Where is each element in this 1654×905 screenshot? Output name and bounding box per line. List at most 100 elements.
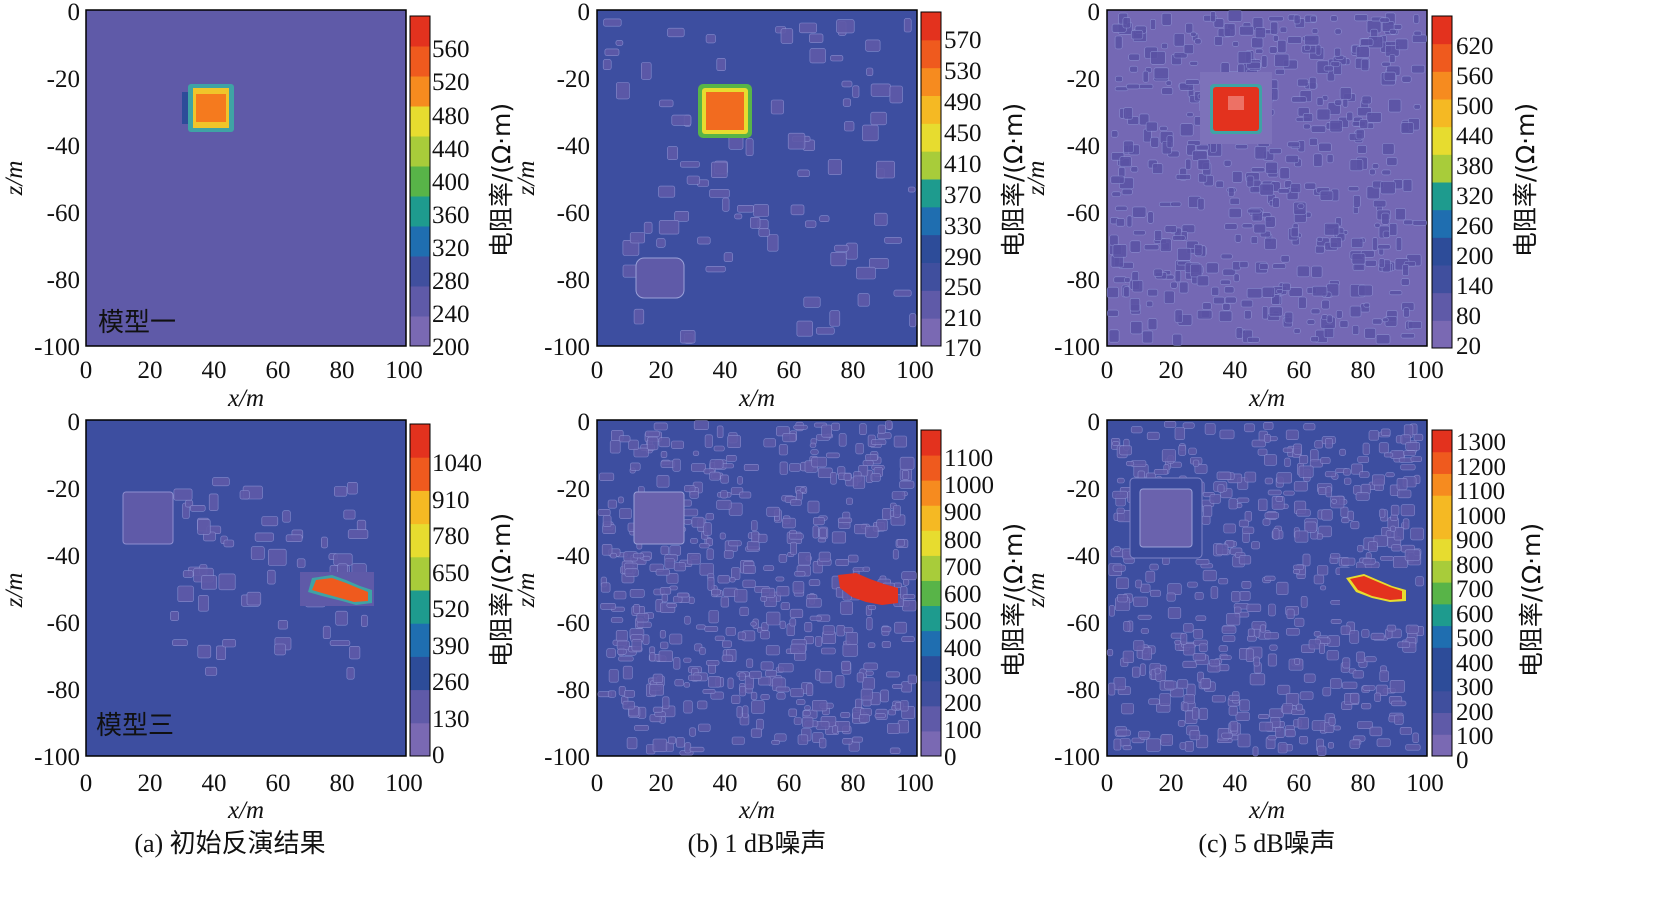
noise-blob: [1366, 112, 1382, 123]
colorbar-segment: [921, 318, 941, 347]
noise-blob: [809, 48, 826, 64]
noise-blob: [1349, 739, 1361, 749]
ytick: -100: [1054, 334, 1100, 361]
noise-blob: [1164, 680, 1177, 690]
noise-blob: [1362, 557, 1376, 565]
noise-blob: [1402, 179, 1413, 192]
noise-blob: [613, 590, 627, 600]
noise-blob: [802, 716, 814, 728]
noise-blob: [1199, 707, 1208, 721]
noise-blob: [734, 589, 748, 603]
xtick: 20: [649, 770, 674, 797]
colorbar-segment: [1432, 237, 1452, 266]
colorbar-segment: [921, 455, 941, 481]
noise-blob: [1183, 44, 1194, 55]
noise-blob: [1285, 429, 1299, 440]
noise-blob: [1185, 158, 1192, 170]
noise-blob: [660, 450, 668, 458]
noise-blob: [827, 159, 843, 175]
noise-blob: [1294, 617, 1305, 627]
noise-blob: [673, 562, 686, 572]
noise-blob: [1240, 299, 1254, 308]
noise-blob: [716, 425, 724, 438]
noise-blob: [1130, 426, 1143, 434]
cbtick: 250: [944, 274, 982, 301]
noise-blob: [865, 39, 881, 52]
noise-blob: [1128, 53, 1140, 61]
noise-blob: [730, 567, 741, 580]
noise-blob: [1192, 707, 1199, 720]
noise-blob: [1124, 277, 1131, 283]
noise-blob: [1129, 65, 1138, 73]
noise-blob: [1160, 238, 1172, 252]
noise-blob: [819, 670, 833, 684]
noise-blob: [1123, 621, 1131, 632]
noise-blob: [1357, 456, 1369, 463]
xtick: 100: [1406, 770, 1444, 797]
ytick: 0: [68, 0, 81, 26]
noise-blob: [1317, 565, 1329, 576]
noise-blob: [1325, 486, 1332, 498]
cbtick: 500: [1456, 93, 1494, 120]
pale-square-a-bottom: [122, 491, 174, 545]
noise-blob: [629, 462, 641, 471]
colorbar-segment: [410, 656, 430, 691]
noise-blob: [1323, 65, 1334, 72]
noise-blob: [1320, 585, 1327, 591]
noise-blob: [1249, 186, 1261, 194]
noise-blob: [1119, 156, 1132, 168]
noise-blob: [1175, 174, 1191, 180]
noise-blob: [690, 463, 706, 472]
noise-blob: [1174, 269, 1182, 283]
colorbar-segment: [1432, 690, 1452, 714]
noise-blob: [749, 217, 761, 229]
panel-b-top: 0 -20 -40 -60 -80 -100 0 20 40 60 80 100…: [513, 0, 1028, 412]
noise-blob: [1272, 197, 1280, 208]
noise-blob: [695, 624, 706, 630]
panel-b-bottom: 0 -20 -40 -60 -80 -100 0 20 40 60 80 100…: [513, 409, 1028, 858]
xtick: 60: [1287, 770, 1312, 797]
noise-blob: [640, 62, 652, 80]
noise-blob: [642, 555, 651, 562]
noise-blob: [1397, 489, 1412, 499]
noise-blob: [1287, 141, 1301, 148]
cbtick: 500: [944, 608, 982, 635]
noise-blob: [809, 615, 822, 621]
cbtick: 500: [1456, 625, 1494, 652]
noise-blob: [1357, 544, 1364, 553]
noise-blob: [1329, 119, 1343, 133]
noise-blob: [170, 610, 179, 621]
y-axis-label-b-top: z/m: [513, 161, 540, 197]
noise-blob: [335, 610, 348, 626]
xtick: 60: [777, 357, 802, 384]
noise-blob: [1341, 517, 1350, 524]
noise-blob: [1114, 86, 1129, 92]
noise-blob: [1361, 702, 1372, 710]
noise-blob: [1339, 320, 1349, 328]
noise-blob: [1274, 68, 1285, 75]
noise-blob: [649, 683, 665, 696]
noise-blob: [1403, 450, 1416, 456]
noise-blob: [1145, 570, 1156, 583]
noise-blob: [1380, 428, 1391, 436]
noise-blob: [697, 700, 708, 710]
y-axis-label-c-bottom: z/m: [1023, 573, 1050, 609]
noise-blob: [742, 705, 749, 719]
noise-blob: [1293, 328, 1301, 334]
ytick: -100: [34, 744, 80, 771]
noise-blob: [862, 677, 875, 690]
noise-blob: [907, 186, 916, 193]
noise-blob: [1166, 135, 1174, 149]
xtick: 60: [1287, 357, 1312, 384]
colorbar-segment: [1432, 516, 1452, 540]
noise-blob: [704, 434, 713, 448]
ytick: -80: [47, 267, 80, 294]
ytick: -20: [1067, 66, 1100, 93]
noise-blob: [1137, 614, 1152, 620]
noise-blob: [894, 621, 907, 634]
noise-blob: [1185, 22, 1194, 34]
noise-blob: [656, 475, 670, 488]
noise-blob: [1390, 504, 1400, 516]
noise-blob: [775, 576, 785, 582]
ytick: -20: [1067, 476, 1100, 503]
